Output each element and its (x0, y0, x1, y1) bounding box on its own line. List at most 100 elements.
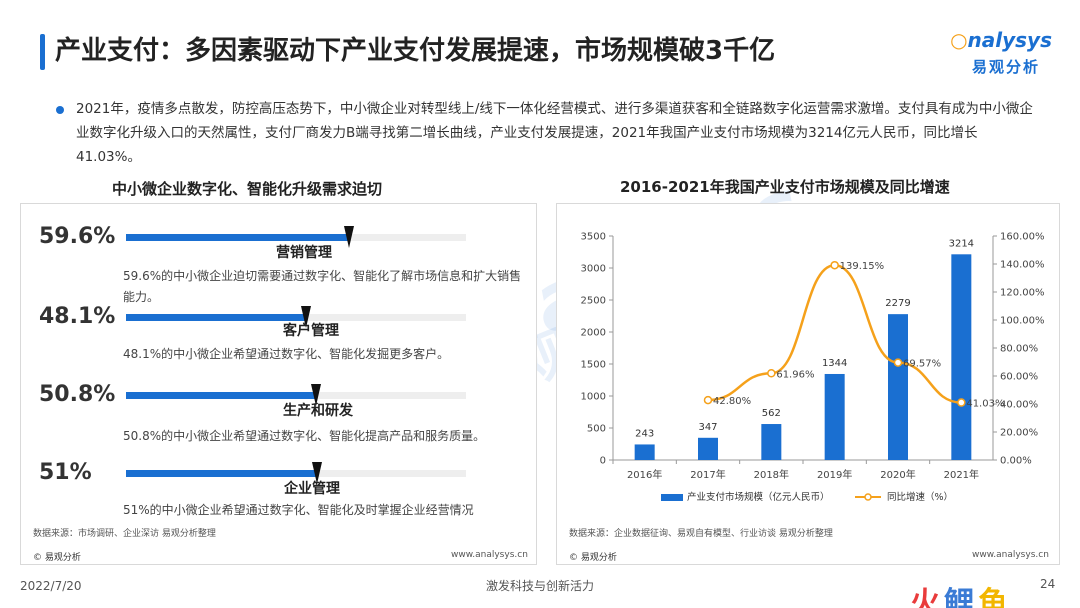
market-chart-panel: 0 500 1000 1500 2000 2500 3000 3500 0.00% 20.00% 4… (556, 203, 1060, 565)
brand-char-1: 火 (910, 586, 944, 608)
y-right-tick-label: 80.00% (1000, 344, 1038, 355)
item-category-name: 生产和研发 (283, 403, 353, 419)
left-source-note: 数据来源：市场调研、企业深访 易观分析整理 (33, 529, 216, 539)
analysys-logo: ○nalysys 易观分析 (920, 22, 1060, 82)
bar (698, 437, 718, 460)
right-section-title: 2016-2021年我国产业支付市场规模及同比增速 (620, 178, 950, 196)
brand-char-3: 鱼 (978, 586, 1012, 608)
item-marker-icon (343, 226, 354, 248)
item-bar-track (126, 384, 466, 406)
growth-point (957, 398, 966, 407)
left-copyright: © 易观分析 (33, 553, 81, 563)
legend-bar-label: 产业支付市场规模（亿元人民币） (687, 491, 830, 503)
bar (888, 314, 908, 460)
item-description: 50.8%的中小微企业希望通过数字化、智能化提高产品和服务质量。 (123, 429, 486, 443)
growth-point (893, 358, 903, 367)
item-bar-fill (126, 314, 306, 321)
item-bar-track (126, 226, 466, 248)
right-copyright: © 易观分析 (569, 553, 617, 563)
page-title: 产业支付：多因素驱动下产业支付发展提速，市场规模破3千亿 (55, 36, 776, 66)
bar-data-label: 243 (635, 428, 654, 439)
growth-data-label: 42.80% (713, 396, 751, 407)
item-bar-fill (126, 470, 317, 477)
y-right-tick-label: 60.00% (1000, 372, 1038, 383)
bar-data-label: 2279 (885, 298, 910, 309)
right-source-note: 数据来源：企业数据征询、易观自有模型、行业访谈 易观分析整理 (569, 529, 833, 539)
market-size-chart: 0 500 1000 1500 2000 2500 3000 3500 0.00% 20.00% 4… (581, 232, 1045, 504)
footer-slogan: 激发科技与创新活力 (485, 579, 594, 593)
y-right-tick-label: 40.00% (1000, 400, 1038, 411)
y-left-tick-label: 1000 (581, 392, 606, 403)
y-left-tick-label: 500 (587, 424, 606, 435)
growth-point (703, 395, 713, 405)
item-percent: 48.1% (39, 304, 116, 329)
y-left-tick-label: 0 (600, 456, 606, 467)
logo-o-mark: ○ (950, 28, 968, 52)
growth-point (767, 369, 776, 378)
item-percent: 59.6% (39, 224, 116, 249)
item-category-name: 客户管理 (283, 323, 339, 339)
y-right-tick-label: 0.00% (1000, 456, 1032, 467)
bar (824, 373, 845, 460)
item-bar-track (126, 306, 466, 328)
y-left-tick-label: 3000 (581, 264, 606, 275)
demand-panel: 59.6% 营销管理 59.6%的中小微企业迫切需要通过数字化、智能化了解市场信息和… (20, 203, 537, 565)
item-bar-track (126, 462, 466, 484)
right-website: www.analysys.cn (972, 550, 1049, 560)
item-description: 51%的中小微企业希望通过数字化、智能化及时掌握企业经营情况 (123, 503, 474, 517)
legend-line-label: 同比增速（%） (887, 491, 953, 503)
item-marker-icon (310, 384, 321, 406)
bar (634, 444, 655, 460)
growth-point (830, 260, 839, 270)
x-tick-label: 2016年 (627, 468, 662, 481)
x-tick-label: 2021年 (944, 468, 979, 481)
y-left-tick-label: 2500 (581, 296, 606, 307)
y-left-tick-label: 1500 (581, 360, 606, 371)
bar-data-label: 562 (762, 408, 781, 419)
y-right-tick-label: 100.00% (1000, 316, 1045, 327)
item-marker-icon (311, 462, 322, 484)
logo-english: ○nalysys (950, 28, 1052, 52)
x-tick-label: 2018年 (754, 468, 789, 481)
bar-data-label: 3214 (949, 238, 974, 249)
logo-english-text: nalysys (967, 28, 1052, 52)
y-left-tick-label: 3500 (581, 232, 606, 243)
report-date: 2022/7/20 (20, 579, 82, 593)
item-description: 59.6%的中小微企业迫切需要通过数字化、智能化了解市场信息和扩大销售能力。 (123, 269, 522, 304)
y-right-tick-label: 140.00% (1000, 260, 1045, 271)
legend-bar-swatch (661, 494, 683, 501)
bar-data-label: 347 (698, 422, 717, 433)
item-percent: 50.8% (39, 382, 116, 407)
legend-line-marker (864, 493, 872, 501)
brand-logo: 火鲤鱼 (910, 578, 1012, 608)
item-percent: 51% (39, 460, 92, 485)
x-tick-label: 2020年 (880, 468, 915, 481)
summary-paragraph: 2021年，疫情多点散发，防控高压态势下，中小微企业对转型线上/线下一体化经营模… (76, 101, 1033, 165)
y-right-tick-label: 20.00% (1000, 428, 1038, 439)
x-tick-label: 2017年 (690, 468, 725, 481)
y-left-tick-label: 2000 (581, 328, 606, 339)
growth-data-label: 69.57% (903, 359, 941, 370)
item-marker-icon (300, 306, 311, 328)
item-category-name: 企业管理 (284, 481, 340, 497)
bar (951, 254, 972, 460)
item-category-name: 营销管理 (276, 245, 332, 261)
item-description: 48.1%的中小微企业希望通过数字化、智能化发掘更多客户。 (123, 347, 450, 361)
page-number: 24 (1040, 577, 1056, 591)
growth-data-label: 61.96% (776, 369, 814, 380)
bar-data-label: 1344 (822, 358, 847, 369)
left-section-title: 中小微企业数字化、智能化升级需求迫切 (112, 180, 383, 198)
title-accent-bar (40, 34, 45, 70)
item-bar-fill (126, 392, 316, 399)
logo-chinese: 易观分析 (971, 58, 1040, 76)
bullet-dot-icon (56, 106, 64, 114)
left-website: www.analysys.cn (451, 550, 528, 560)
growth-data-label: 139.15% (840, 261, 885, 272)
bar (761, 424, 782, 460)
item-bar-fill (126, 234, 349, 241)
brand-char-2: 鲤 (944, 586, 978, 608)
growth-data-label: 41.03% (966, 399, 1004, 410)
y-right-tick-label: 120.00% (1000, 288, 1045, 299)
x-tick-label: 2019年 (817, 468, 852, 481)
y-right-tick-label: 160.00% (1000, 232, 1045, 243)
